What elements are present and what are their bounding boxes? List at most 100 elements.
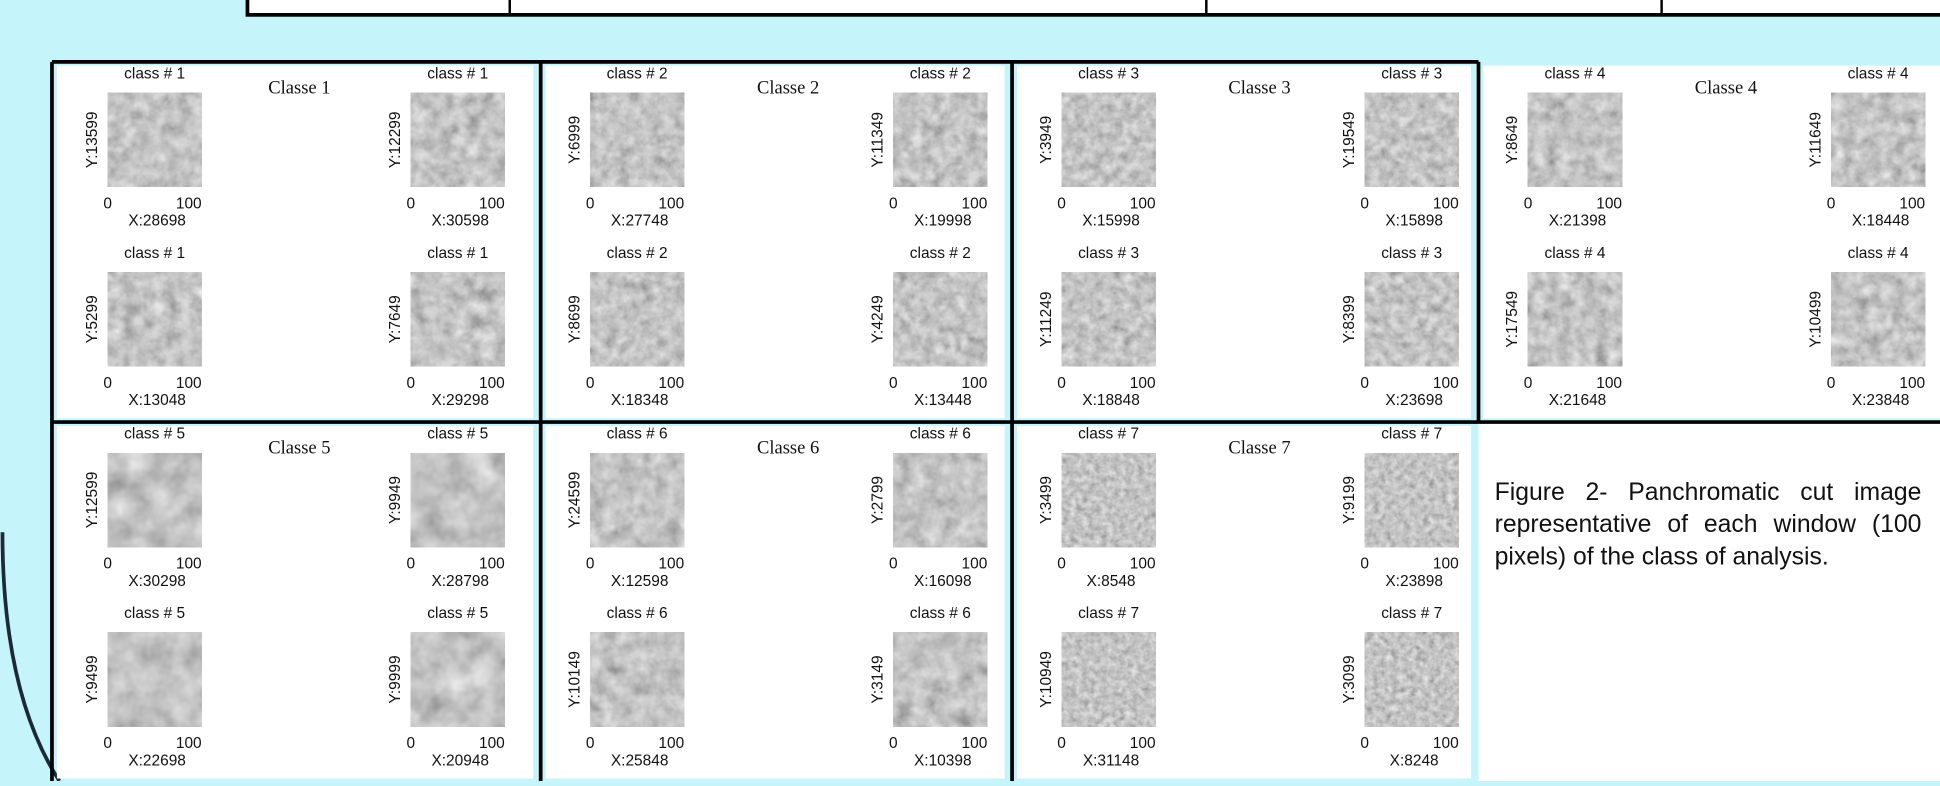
x-label: X:25848 xyxy=(611,752,669,769)
thumb-image xyxy=(1528,93,1622,187)
x-tick-label: 0 xyxy=(889,375,898,392)
thumb-image xyxy=(411,632,505,726)
x-label: X:23698 xyxy=(1385,392,1443,409)
x-tick-label: 100 xyxy=(962,735,988,752)
x-tick-label: 100 xyxy=(1596,195,1622,212)
panel-title: Classe 1 xyxy=(268,77,330,98)
x-label: X:18348 xyxy=(611,392,669,409)
figure: Figure 2- Panchromatic cut image represe… xyxy=(0,0,1940,781)
panel-title: Classe 3 xyxy=(1228,77,1290,98)
thumb-title: class # 5 xyxy=(427,605,488,622)
x-label: X:29298 xyxy=(431,392,489,409)
panel-title: Classe 5 xyxy=(268,438,330,459)
thumb-image xyxy=(590,272,684,366)
x-tick-label: 100 xyxy=(479,735,505,752)
thumb-title: class # 4 xyxy=(1848,245,1909,262)
x-label: X:23848 xyxy=(1852,392,1910,409)
y-label: Y:19549 xyxy=(1341,111,1358,168)
thumb-image xyxy=(1062,93,1156,187)
thumb-title: class # 5 xyxy=(124,605,185,622)
x-tick-label: 100 xyxy=(479,195,505,212)
y-label: Y:9949 xyxy=(387,476,404,524)
panel-title: Classe 4 xyxy=(1695,77,1757,98)
y-label: Y:11349 xyxy=(870,112,887,168)
thumb-image xyxy=(1831,272,1925,366)
thumb-image xyxy=(1528,272,1622,366)
x-tick-label: 100 xyxy=(176,555,202,572)
x-label: X:30598 xyxy=(431,213,489,230)
y-label: Y:10149 xyxy=(566,651,583,708)
x-tick-label: 0 xyxy=(1057,735,1066,752)
y-label: Y:9499 xyxy=(84,655,101,703)
x-tick-label: 0 xyxy=(1057,195,1066,212)
x-tick-label: 0 xyxy=(1524,375,1533,392)
thumb-image xyxy=(1365,453,1459,547)
x-tick-label: 0 xyxy=(1827,375,1836,392)
x-label: X:31148 xyxy=(1083,752,1139,769)
thumb-title: class # 3 xyxy=(1381,65,1442,82)
x-tick-label: 100 xyxy=(658,195,684,212)
thumb-image xyxy=(411,93,505,187)
x-tick-label: 0 xyxy=(103,375,112,392)
page: {"x_ticks": ["0", "100"], "panels": [ {"… xyxy=(0,0,1940,781)
thumb-title: class # 7 xyxy=(1381,605,1442,622)
y-label: Y:11249 xyxy=(1038,292,1055,348)
x-label: X:28798 xyxy=(431,573,489,590)
x-label: X:21648 xyxy=(1549,392,1607,409)
y-label: Y:8699 xyxy=(566,295,583,343)
y-label: Y:7649 xyxy=(387,295,404,343)
x-tick-label: 100 xyxy=(479,555,505,572)
x-tick-label: 0 xyxy=(889,555,898,572)
thumb-image xyxy=(108,632,202,726)
x-tick-label: 100 xyxy=(962,195,988,212)
panel-title: Classe 2 xyxy=(757,77,819,98)
caption: Figure 2- Panchromatic cut image represe… xyxy=(1495,477,1922,574)
x-tick-label: 0 xyxy=(406,375,415,392)
x-tick-label: 0 xyxy=(103,555,112,572)
x-label: X:16098 xyxy=(914,573,972,590)
thumb-image xyxy=(108,272,202,366)
thumb-image xyxy=(590,453,684,547)
x-tick-label: 100 xyxy=(1433,375,1459,392)
thumb-title: class # 1 xyxy=(427,245,488,262)
y-label: Y:10949 xyxy=(1038,651,1055,708)
x-label: X:28698 xyxy=(128,213,186,230)
y-label: Y:3949 xyxy=(1038,116,1055,164)
x-tick-label: 100 xyxy=(1899,375,1925,392)
thumb-image xyxy=(590,93,684,187)
y-label: Y:8399 xyxy=(1341,295,1358,343)
y-label: Y:2799 xyxy=(870,476,887,524)
thumb-title: class # 3 xyxy=(1078,65,1139,82)
x-label: X:18448 xyxy=(1852,213,1910,230)
x-tick-label: 100 xyxy=(658,555,684,572)
x-tick-label: 100 xyxy=(1130,735,1156,752)
x-tick-label: 100 xyxy=(176,375,202,392)
thumb-image xyxy=(590,632,684,726)
x-label: X:21398 xyxy=(1549,213,1607,230)
y-label: Y:12299 xyxy=(387,111,404,168)
x-label: X:12598 xyxy=(611,573,669,590)
y-label: Y:9999 xyxy=(387,655,404,703)
thumb-title: class # 5 xyxy=(427,426,488,443)
x-tick-label: 0 xyxy=(1360,735,1369,752)
x-label: X:8248 xyxy=(1390,752,1439,769)
thumb-title: class # 7 xyxy=(1381,426,1442,443)
thumb-title: class # 2 xyxy=(607,245,668,262)
x-tick-label: 100 xyxy=(176,195,202,212)
x-tick-label: 100 xyxy=(1899,195,1925,212)
y-label: Y:5299 xyxy=(84,295,101,343)
x-tick-label: 0 xyxy=(103,195,112,212)
thumb-image xyxy=(1062,453,1156,547)
y-label: Y:13599 xyxy=(84,111,101,168)
x-tick-label: 100 xyxy=(176,735,202,752)
x-tick-label: 100 xyxy=(1433,195,1459,212)
x-tick-label: 100 xyxy=(1433,555,1459,572)
thumb-title: class # 3 xyxy=(1078,245,1139,262)
x-tick-label: 100 xyxy=(1130,375,1156,392)
x-tick-label: 0 xyxy=(406,735,415,752)
thumb-image xyxy=(1062,632,1156,726)
x-label: X:22698 xyxy=(128,752,186,769)
y-label: Y:3149 xyxy=(870,655,887,703)
thumb-title: class # 1 xyxy=(124,65,185,82)
x-tick-label: 100 xyxy=(1596,375,1622,392)
